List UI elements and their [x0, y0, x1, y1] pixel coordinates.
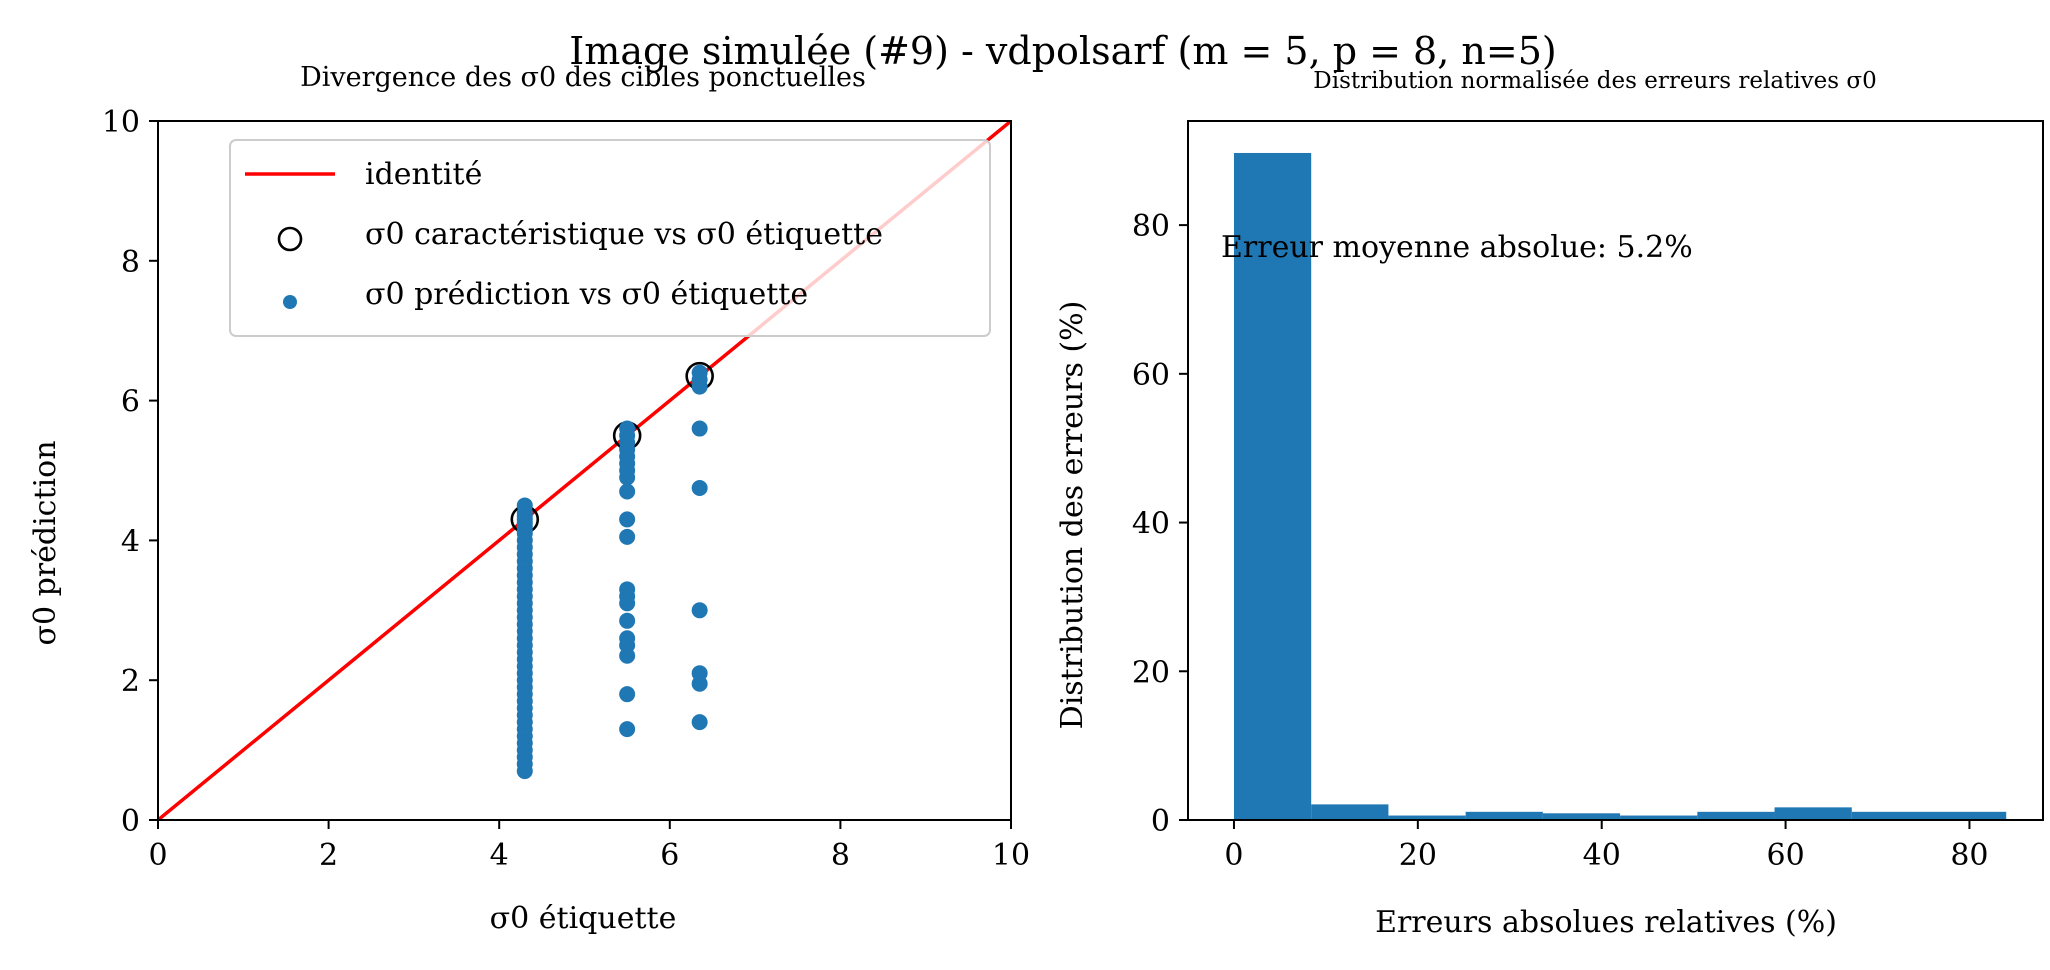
- prediction-point: [516, 763, 533, 780]
- x-tick-label: 40: [1583, 838, 1621, 873]
- scatter-plot-area: 0 2 4 6 8 10 0 2 4 6 8 10 identité σ0 caractéristique…: [102, 105, 1030, 873]
- y-tick-label: 60: [1132, 358, 1170, 393]
- x-tick-label: 2: [319, 838, 338, 873]
- scatter-axes-frame: [157, 120, 1012, 821]
- histogram-axes-frame: [1187, 120, 2044, 821]
- scatter-y-label: σ0 prédiction: [28, 440, 63, 645]
- scatter-panel: Divergence des σ0 des cibles ponctuelles…: [28, 62, 1030, 936]
- prediction-point: [619, 595, 636, 612]
- histogram-panel: Distribution normalisée des erreurs rela…: [1055, 68, 2044, 940]
- scatter-title: Divergence des σ0 des cibles ponctuelles: [300, 62, 866, 93]
- histogram-bar: [1774, 807, 1852, 820]
- x-tick-label: 0: [1224, 838, 1243, 873]
- scatter-data-layer: [158, 121, 1011, 820]
- histogram-title: Distribution normalisée des erreurs rela…: [1313, 68, 1876, 94]
- y-tick-label: 80: [1132, 209, 1170, 244]
- y-tick-label: 2: [121, 664, 140, 699]
- x-tick-label: 8: [831, 838, 850, 873]
- legend-label: identité: [365, 157, 482, 192]
- prediction-point: [619, 483, 636, 500]
- prediction-point: [619, 686, 636, 703]
- histogram-bar: [1542, 813, 1621, 820]
- histogram-bar: [1388, 815, 1466, 820]
- y-tick-label: 6: [121, 385, 140, 420]
- x-tick-label: 20: [1399, 838, 1437, 873]
- legend-label: σ0 caractéristique vs σ0 étiquette: [365, 217, 883, 252]
- scatter-legend: identité σ0 caractéristique vs σ0 étiquet…: [229, 139, 991, 337]
- y-tick-label: 40: [1132, 507, 1170, 542]
- histogram-plot-area: 0 20 40 60 80 0 20 40 60 80: [1132, 120, 2044, 873]
- y-tick-label: 20: [1132, 655, 1170, 690]
- prediction-point: [619, 647, 636, 664]
- prediction-point: [619, 721, 636, 738]
- x-tick-label: 6: [660, 838, 679, 873]
- x-tick-label: 60: [1766, 838, 1804, 873]
- histogram-bar: [1620, 815, 1698, 820]
- histogram-bar: [1311, 804, 1389, 820]
- histogram-x-label: Erreurs absolues relatives (%): [1375, 905, 1837, 940]
- legend-dot-swatch: [283, 295, 297, 309]
- prediction-point: [691, 378, 708, 395]
- x-tick-label: 0: [148, 838, 167, 873]
- histogram-bar: [1929, 811, 2007, 820]
- y-tick-label: 0: [1151, 804, 1170, 839]
- prediction-point: [619, 469, 636, 486]
- histogram-annotation: Erreur moyenne absolue: 5.2%: [1221, 230, 1693, 265]
- histogram-bar: [1233, 152, 1312, 820]
- figure-suptitle: Image simulée (#9) - vdpolsarf (m = 5, p…: [569, 29, 1556, 73]
- prediction-point: [691, 602, 708, 619]
- x-tick-label: 80: [1950, 838, 1988, 873]
- y-tick-label: 8: [121, 245, 140, 280]
- prediction-point: [619, 511, 636, 528]
- prediction-point: [619, 528, 636, 545]
- prediction-point: [691, 714, 708, 731]
- histogram-y-label: Distribution des erreurs (%): [1055, 301, 1090, 730]
- histogram-bar: [1465, 811, 1543, 820]
- y-tick-label: 0: [121, 804, 140, 839]
- y-tick-label: 4: [121, 524, 140, 559]
- y-tick-label: 10: [102, 105, 140, 140]
- histogram-bar: [1697, 811, 1775, 820]
- prediction-point: [691, 675, 708, 692]
- prediction-point: [619, 612, 636, 629]
- prediction-point: [691, 479, 708, 496]
- x-tick-label: 4: [490, 838, 509, 873]
- legend-box: [229, 139, 991, 337]
- x-tick-label: 10: [992, 838, 1030, 873]
- legend-circle-swatch: [277, 226, 303, 252]
- legend-label: σ0 prédiction vs σ0 étiquette: [365, 277, 808, 312]
- scatter-x-label: σ0 étiquette: [490, 901, 677, 936]
- prediction-point: [691, 420, 708, 437]
- histogram-bar: [1851, 811, 1929, 820]
